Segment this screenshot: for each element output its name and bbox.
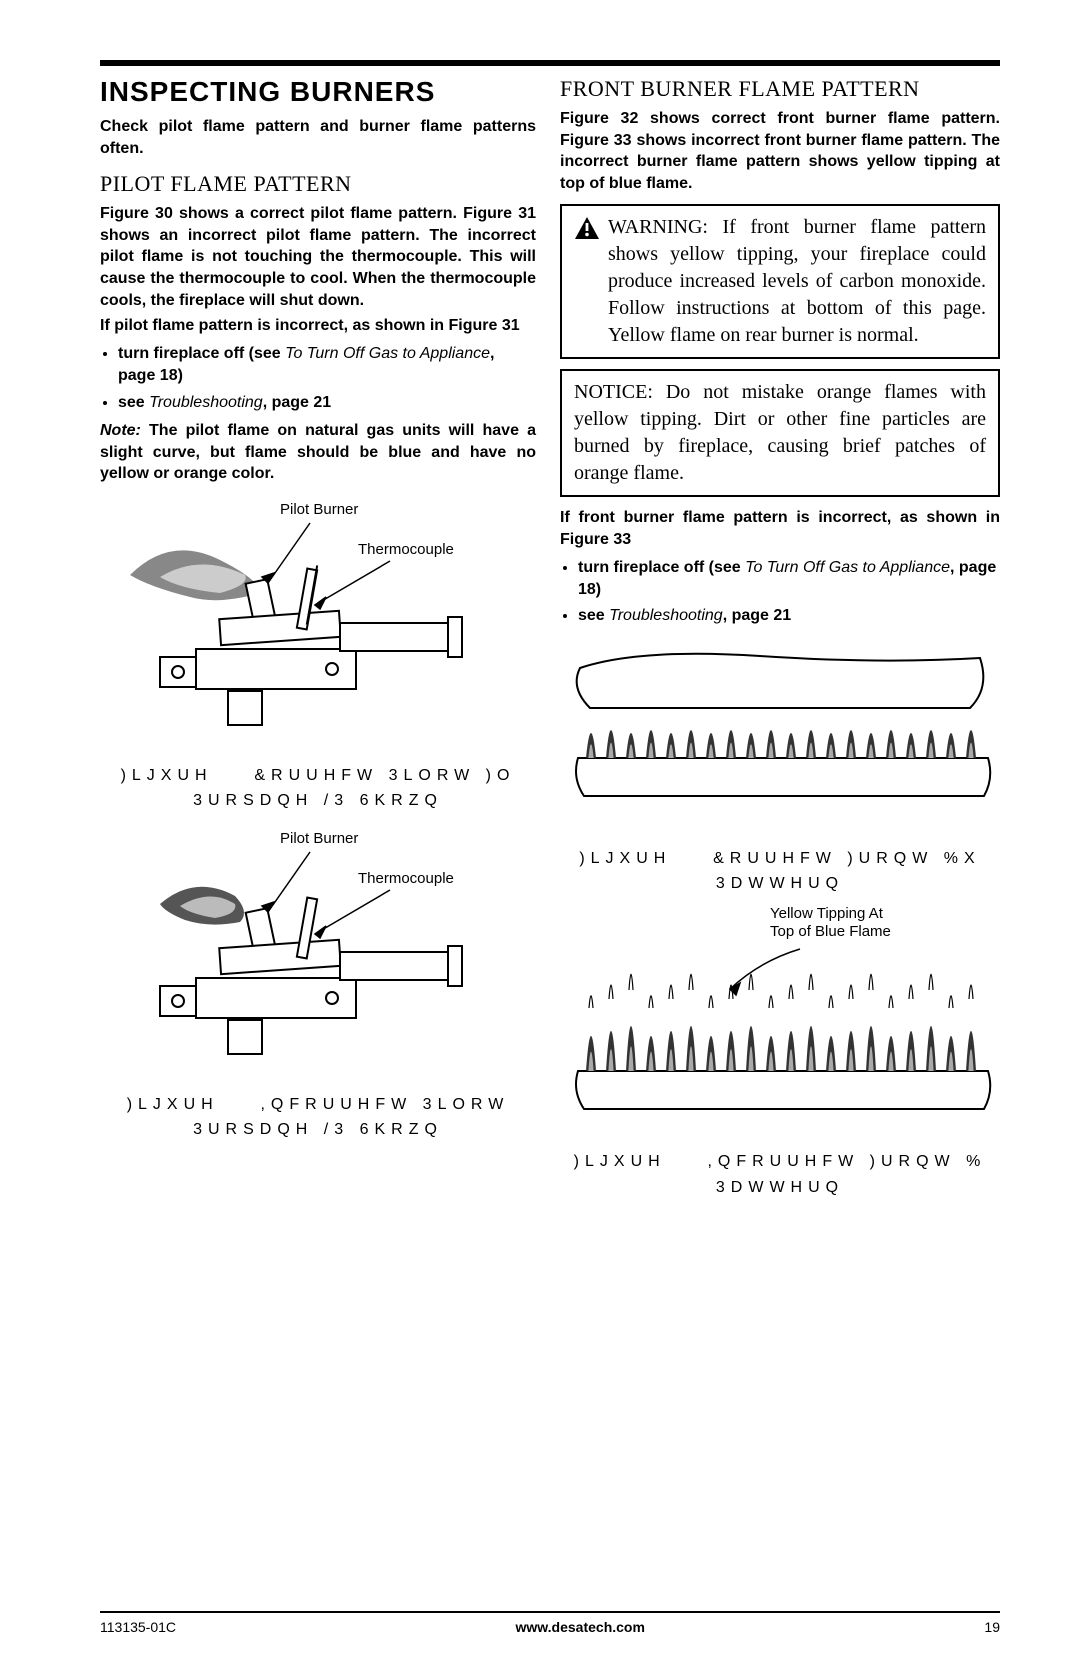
warning-triangle-icon [574, 217, 600, 239]
yellow-tip-label-1: Yellow Tipping At [770, 905, 883, 922]
intro-text: Check pilot flame pattern and burner fla… [100, 116, 536, 159]
figure-30-caption: )LJXUH &RUUHFW 3LORW )O 3URSDQH /3 6KRZQ [100, 763, 536, 814]
two-column-layout: INSPECTING BURNERS Check pilot flame pat… [100, 76, 1000, 1214]
warning-text: WARNING: If front burner flame pattern s… [608, 214, 986, 349]
right-para2: If front burner flame pattern is incorre… [560, 507, 1000, 550]
figure-33-caption: )LJXUH ,QFRUUHFW )URQW % 3DWWHUQ [560, 1149, 1000, 1200]
main-heading: INSPECTING BURNERS [100, 76, 536, 108]
right-bullet-1: turn fireplace off (see To Turn Off Gas … [578, 557, 1000, 602]
yellow-tip-label-2: Top of Blue Flame [770, 923, 891, 940]
left-column: INSPECTING BURNERS Check pilot flame pat… [100, 76, 536, 1214]
pilot-diagram-incorrect [100, 834, 520, 1074]
burner-correct [560, 638, 1000, 828]
right-bullet-2: see Troubleshooting, page 21 [578, 605, 1000, 627]
figure-32-diagram [560, 638, 1000, 838]
page-footer: 113135-01C www.desatech.com 19 [100, 1611, 1000, 1635]
thermocouple-label-2: Thermocouple [358, 870, 454, 887]
left-section-heading: PILOT FLAME PATTERN [100, 171, 536, 197]
figure-30-diagram: Pilot Burner Thermocouple [100, 505, 536, 755]
left-bullet-1: turn fireplace off (see To Turn Off Gas … [118, 343, 536, 388]
pilot-diagram-correct [100, 505, 520, 745]
top-rule [100, 60, 1000, 66]
footer-rule [100, 1611, 1000, 1613]
pilot-burner-label-1: Pilot Burner [280, 501, 358, 518]
page: INSPECTING BURNERS Check pilot flame pat… [0, 0, 1080, 1669]
footer-doc-id: 113135-01C [100, 1619, 176, 1635]
notice-text: NOTICE: Do not mistake orange flames wit… [574, 379, 986, 487]
left-bullet-2: see Troubleshooting, page 21 [118, 392, 536, 414]
right-column: FRONT BURNER FLAME PATTERN Figure 32 sho… [560, 76, 1000, 1214]
left-para1: Figure 30 shows a correct pilot flame pa… [100, 203, 536, 311]
left-bullets: turn fireplace off (see To Turn Off Gas … [118, 343, 536, 414]
notice-callout: NOTICE: Do not mistake orange flames wit… [560, 369, 1000, 497]
figure-33-diagram: Yellow Tipping At Top of Blue Flame [560, 911, 1000, 1141]
right-bullets: turn fireplace off (see To Turn Off Gas … [578, 557, 1000, 628]
burner-incorrect [560, 911, 1000, 1131]
figure-31-diagram: Pilot Burner Thermocouple [100, 834, 536, 1084]
warning-callout: WARNING: If front burner flame pattern s… [560, 204, 1000, 359]
footer-url: www.desatech.com [516, 1619, 645, 1635]
thermocouple-label-1: Thermocouple [358, 541, 454, 558]
left-note: Note: The pilot flame on natural gas uni… [100, 420, 536, 485]
right-section-heading: FRONT BURNER FLAME PATTERN [560, 76, 1000, 102]
figure-31-caption: )LJXUH ,QFRUUHFW 3LORW 3URSDQH /3 6KRZQ [100, 1092, 536, 1143]
left-para2: If pilot flame pattern is incorrect, as … [100, 315, 536, 337]
footer-page-number: 19 [984, 1619, 1000, 1635]
right-para1: Figure 32 shows correct front burner fla… [560, 108, 1000, 194]
figure-32-caption: )LJXUH &RUUHFW )URQW %X 3DWWHUQ [560, 846, 1000, 897]
pilot-burner-label-2: Pilot Burner [280, 830, 358, 847]
